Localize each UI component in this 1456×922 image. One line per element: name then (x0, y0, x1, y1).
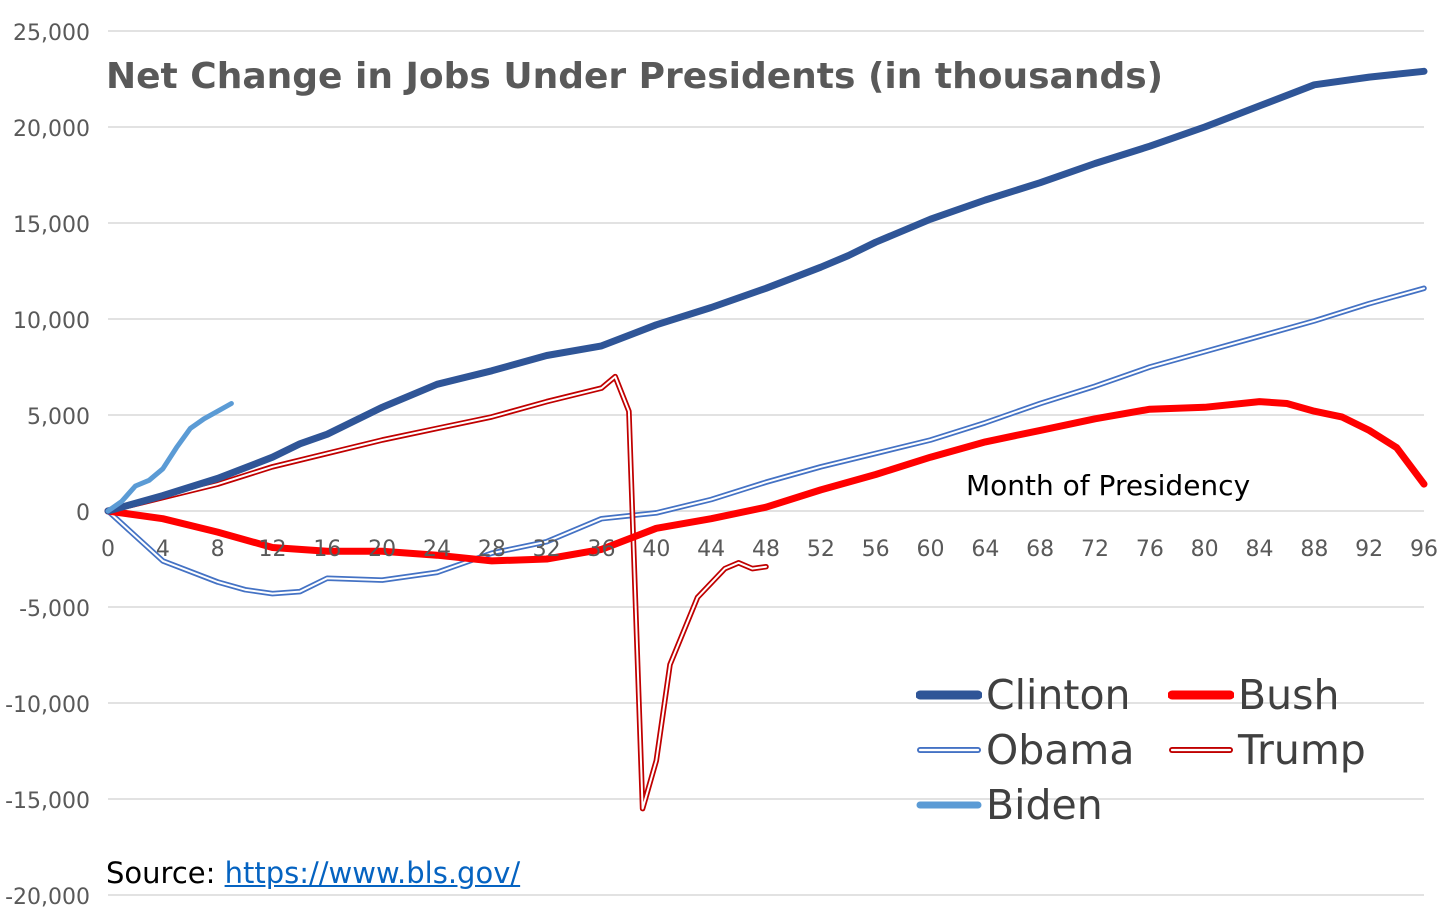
x-tick-label: 88 (1300, 537, 1328, 562)
x-tick-label: 80 (1191, 537, 1219, 562)
chart-title: Net Change in Jobs Under Presidents (in … (106, 56, 1164, 97)
series-line-biden (105, 401, 234, 514)
legend-swatch-line (1169, 747, 1233, 753)
legend-swatch-line (916, 801, 982, 809)
source-label: Source: (106, 856, 216, 890)
x-tick-label: 52 (807, 537, 835, 562)
legend-swatch-line (917, 747, 981, 753)
x-tick-label: 32 (533, 537, 561, 562)
legend-swatch-line (915, 690, 983, 700)
y-axis-ticks: 25,000 20,000 15,000 10,000 5,000 0 -5,000 -10,… (5, 21, 90, 910)
legend-swatch-line (1167, 690, 1235, 700)
x-tick-label: 60 (917, 537, 945, 562)
x-tick-label: 0 (101, 537, 115, 562)
legend-label-bush: Bush (1238, 671, 1340, 719)
series-trump (105, 373, 769, 812)
x-tick-label: 68 (1026, 537, 1054, 562)
x-tick-label: 4 (156, 537, 170, 562)
x-tick-label: 64 (971, 537, 999, 562)
legend-swatch-clinton (915, 688, 983, 702)
legend-item-trump: Trump (1168, 723, 1366, 777)
x-tick-label: 96 (1410, 537, 1438, 562)
x-tick-label: 20 (368, 537, 396, 562)
x-tick-label: 84 (1246, 537, 1274, 562)
series-line-clinton (104, 67, 1428, 515)
y-tick-label: -5,000 (19, 597, 90, 622)
x-tick-label: 28 (478, 537, 506, 562)
legend-swatch-biden (916, 798, 982, 812)
legend: Clinton Bush Obama Trump Biden (912, 668, 1422, 838)
y-tick-label: 20,000 (13, 117, 90, 142)
x-tick-label: 12 (259, 537, 287, 562)
series-line-bush (104, 398, 1428, 565)
x-tick-label: 24 (423, 537, 451, 562)
series-bush (104, 398, 1428, 565)
x-tick-label: 44 (697, 537, 725, 562)
series-line-trump-inner (107, 375, 767, 810)
y-tick-label: 10,000 (13, 309, 90, 334)
series-biden (105, 401, 234, 514)
legend-swatch-obama (916, 743, 982, 757)
y-tick-label: -10,000 (5, 693, 90, 718)
x-tick-label: 36 (588, 537, 616, 562)
legend-item-biden: Biden (916, 778, 1103, 832)
y-tick-label: -15,000 (5, 789, 90, 814)
legend-label-trump: Trump (1238, 726, 1366, 774)
x-tick-label: 72 (1081, 537, 1109, 562)
legend-label-obama: Obama (986, 726, 1135, 774)
x-tick-label: 92 (1355, 537, 1383, 562)
x-tick-label: 76 (1136, 537, 1164, 562)
series-lines (104, 67, 1428, 812)
legend-item-clinton: Clinton (915, 668, 1131, 722)
legend-label-clinton: Clinton (986, 671, 1131, 719)
series-clinton (104, 67, 1428, 515)
x-axis-ticks: 0 4 8 12 16 20 24 28 32 36 40 44 48 52 56 60 64 68 72 76 80 8… (101, 537, 1438, 562)
series-obama (105, 285, 1427, 597)
x-tick-label: 8 (211, 537, 225, 562)
y-tick-label: -20,000 (5, 885, 90, 910)
legend-item-bush: Bush (1167, 668, 1340, 722)
y-tick-label: 25,000 (13, 21, 90, 46)
x-tick-label: 40 (642, 537, 670, 562)
x-axis-title: Month of Presidency (966, 469, 1251, 502)
source-link[interactable]: https://www.bls.gov/ (224, 856, 521, 890)
x-tick-label: 56 (862, 537, 890, 562)
x-tick-label: 16 (313, 537, 341, 562)
series-line-trump-outer (105, 373, 769, 812)
y-tick-label: 15,000 (13, 213, 90, 238)
source-note: Source: https://www.bls.gov/ (106, 856, 520, 890)
legend-label-biden: Biden (986, 781, 1103, 829)
y-tick-label: 5,000 (27, 405, 90, 430)
series-line-obama-inner (107, 287, 1425, 595)
y-tick-label: 0 (76, 501, 90, 526)
x-tick-label: 48 (752, 537, 780, 562)
legend-item-obama: Obama (916, 723, 1135, 777)
gridlines (108, 30, 1424, 896)
legend-swatch-bush (1167, 688, 1235, 702)
legend-swatch-trump (1168, 743, 1234, 757)
